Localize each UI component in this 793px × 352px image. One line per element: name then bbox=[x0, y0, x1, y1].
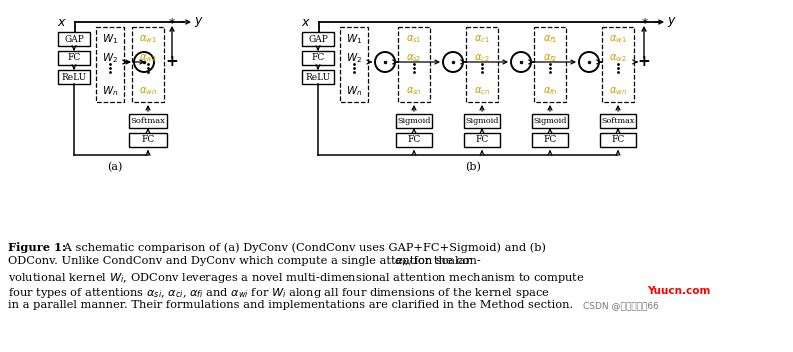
Text: four types of attentions $\alpha_{si}$, $\alpha_{ci}$, $\alpha_{fi}$ and $\alpha: four types of attentions $\alpha_{si}$, … bbox=[8, 285, 550, 300]
Text: ReLU: ReLU bbox=[61, 73, 86, 82]
Bar bbox=[464, 133, 500, 147]
Text: $\alpha_{sn}$: $\alpha_{sn}$ bbox=[406, 85, 422, 97]
Bar bbox=[396, 133, 432, 147]
Bar bbox=[396, 114, 432, 128]
Text: $\alpha_{f2}$: $\alpha_{f2}$ bbox=[543, 52, 557, 64]
Text: $\alpha_{wn}$: $\alpha_{wn}$ bbox=[139, 85, 157, 97]
Text: $*$: $*$ bbox=[641, 14, 649, 27]
Bar bbox=[58, 70, 90, 84]
Text: $\alpha_{s1}$: $\alpha_{s1}$ bbox=[406, 33, 422, 45]
Text: Figure 1:: Figure 1: bbox=[8, 242, 70, 253]
Text: for the con-: for the con- bbox=[410, 257, 481, 266]
Text: ODConv. Unlike CondConv and DyConv which compute a single attention scalar: ODConv. Unlike CondConv and DyConv which… bbox=[8, 257, 474, 266]
Text: $\alpha_{wn}$: $\alpha_{wn}$ bbox=[609, 85, 627, 97]
Text: (a): (a) bbox=[107, 162, 123, 172]
Text: ReLU: ReLU bbox=[305, 73, 331, 82]
Text: Yuucn.com: Yuucn.com bbox=[647, 285, 711, 295]
Text: volutional kernel $W_i$, ODConv leverages a novel multi-dimensional attention me: volutional kernel $W_i$, ODConv leverage… bbox=[8, 271, 584, 285]
Bar bbox=[302, 51, 334, 65]
Text: $\alpha_{cn}$: $\alpha_{cn}$ bbox=[474, 85, 490, 97]
Text: $W_n$: $W_n$ bbox=[346, 84, 362, 98]
Text: GAP: GAP bbox=[308, 34, 328, 44]
Text: $\alpha_{w2}$: $\alpha_{w2}$ bbox=[609, 52, 626, 64]
Bar bbox=[600, 114, 636, 128]
Text: $\alpha_{s2}$: $\alpha_{s2}$ bbox=[406, 52, 422, 64]
Text: $W_n$: $W_n$ bbox=[102, 84, 118, 98]
Text: $*$: $*$ bbox=[168, 14, 176, 27]
Text: FC: FC bbox=[611, 136, 625, 145]
Text: FC: FC bbox=[543, 136, 557, 145]
Bar bbox=[532, 114, 568, 128]
Bar bbox=[302, 32, 334, 46]
Text: $y$: $y$ bbox=[667, 15, 677, 29]
Bar bbox=[340, 27, 368, 102]
Bar bbox=[302, 70, 334, 84]
Bar bbox=[58, 51, 90, 65]
Bar bbox=[532, 133, 568, 147]
Text: FC: FC bbox=[141, 136, 155, 145]
Text: $\alpha_{fn}$: $\alpha_{fn}$ bbox=[542, 85, 557, 97]
Text: $y$: $y$ bbox=[194, 15, 204, 29]
Bar bbox=[602, 27, 634, 102]
Text: (b): (b) bbox=[465, 162, 481, 172]
Text: Sigmoid: Sigmoid bbox=[465, 117, 499, 125]
Bar bbox=[58, 32, 90, 46]
Bar bbox=[132, 27, 164, 102]
Text: $\alpha_{wi}$: $\alpha_{wi}$ bbox=[394, 257, 412, 268]
Text: FC: FC bbox=[312, 54, 324, 63]
Text: Sigmoid: Sigmoid bbox=[397, 117, 431, 125]
Text: $W_2$: $W_2$ bbox=[102, 51, 118, 65]
Bar bbox=[96, 27, 124, 102]
Text: $\alpha_{c2}$: $\alpha_{c2}$ bbox=[474, 52, 490, 64]
Text: Sigmoid: Sigmoid bbox=[534, 117, 567, 125]
Bar bbox=[534, 27, 566, 102]
Text: A schematic comparison of (a) DyConv (CondConv uses GAP+FC+Sigmoid) and (b): A schematic comparison of (a) DyConv (Co… bbox=[60, 242, 546, 253]
Text: FC: FC bbox=[408, 136, 420, 145]
Bar bbox=[600, 133, 636, 147]
Text: $\alpha_{w1}$: $\alpha_{w1}$ bbox=[140, 33, 157, 45]
Text: $W_2$: $W_2$ bbox=[346, 51, 362, 65]
Text: $W_1$: $W_1$ bbox=[346, 32, 362, 46]
Bar bbox=[398, 27, 430, 102]
Text: $x$: $x$ bbox=[301, 17, 311, 30]
Text: $W_1$: $W_1$ bbox=[102, 32, 118, 46]
Text: $\alpha_{c1}$: $\alpha_{c1}$ bbox=[474, 33, 490, 45]
Text: Softmax: Softmax bbox=[131, 117, 166, 125]
Text: GAP: GAP bbox=[64, 34, 84, 44]
Text: in a parallel manner. Their formulations and implementations are clarified in th: in a parallel manner. Their formulations… bbox=[8, 300, 573, 310]
Text: $\alpha_{w2}$: $\alpha_{w2}$ bbox=[140, 52, 157, 64]
Text: $\alpha_{f1}$: $\alpha_{f1}$ bbox=[542, 33, 557, 45]
Text: Softmax: Softmax bbox=[601, 117, 634, 125]
Text: $\alpha_{w1}$: $\alpha_{w1}$ bbox=[609, 33, 626, 45]
Text: FC: FC bbox=[475, 136, 488, 145]
Text: CSDN @加初龙滂币66: CSDN @加初龙滂币66 bbox=[583, 301, 659, 310]
Bar bbox=[464, 114, 500, 128]
Bar bbox=[129, 114, 167, 128]
Text: +: + bbox=[638, 55, 650, 69]
Text: $x$: $x$ bbox=[57, 17, 67, 30]
Bar bbox=[129, 133, 167, 147]
Text: FC: FC bbox=[67, 54, 81, 63]
Bar bbox=[466, 27, 498, 102]
Text: +: + bbox=[166, 55, 178, 69]
